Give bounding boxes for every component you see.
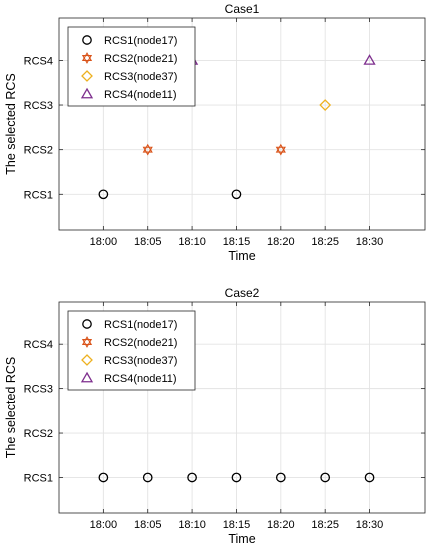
data-point	[319, 99, 332, 111]
legend-marker	[82, 35, 92, 45]
y-tick-label: RCS3	[24, 100, 53, 112]
legend-label: RCS4(node11)	[104, 89, 177, 101]
x-tick-label: 18:00	[90, 236, 118, 248]
data-point	[275, 143, 286, 156]
legend-label: RCS2(node21)	[104, 53, 177, 65]
chart-panel-1: 18:00 18:05 18:10 18:15 18:20 18:25 18:30 RCS1 R…	[4, 2, 426, 263]
data-point	[187, 472, 197, 483]
x-tick-label: 18:10	[178, 236, 206, 248]
legend-marker	[81, 52, 93, 64]
x-tick-label: 18:30	[356, 236, 384, 248]
data-point	[320, 472, 331, 483]
legend: RCS1(node17) RCS2(node21) RCS3(node37) RCS4…	[67, 310, 196, 391]
y-tick-label: RCS4	[24, 55, 53, 67]
legend-marker	[80, 87, 94, 99]
y-tick-label: RCS1	[24, 189, 53, 201]
legend-marker	[80, 371, 94, 383]
x-tick-label: 18:25	[311, 519, 339, 531]
x-tick-label: 18:00	[90, 519, 118, 531]
x-tick-label: 18:05	[134, 519, 162, 531]
data-point	[275, 472, 286, 483]
data-point	[231, 472, 242, 483]
x-tick-label: 18:25	[311, 236, 339, 248]
chart-panel-2: 18:00 18:05 18:10 18:15 18:20 18:25 18:30 RCS1 R…	[4, 286, 426, 546]
data-point	[231, 189, 242, 200]
x-tick-label: 18:05	[134, 236, 162, 248]
data-point	[363, 54, 376, 65]
y-tick-label: RCS2	[24, 145, 53, 157]
y-axis-label: The selected RCS	[4, 357, 18, 458]
legend-marker	[81, 354, 93, 366]
x-tick-label: 18:10	[178, 519, 206, 531]
y-axis-label: The selected RCS	[4, 73, 18, 174]
x-tick-label: 18:30	[356, 519, 384, 531]
x-tick-label: 18:20	[267, 236, 295, 248]
y-tick-label: RCS3	[24, 384, 53, 396]
data-point	[98, 189, 109, 200]
y-tick-label: RCS2	[24, 428, 53, 440]
axes-box	[58, 301, 426, 514]
legend-marker	[82, 319, 92, 329]
y-tick-label: RCS4	[24, 339, 53, 351]
chart-title: Case1	[225, 2, 260, 16]
chart-title: Case2	[225, 286, 260, 300]
axes-box	[58, 17, 426, 231]
y-tick-label: RCS1	[24, 472, 53, 484]
legend-marker	[81, 70, 93, 82]
legend-label: RCS4(node11)	[104, 373, 177, 385]
data-point	[142, 472, 153, 483]
x-axis-label: Time	[228, 532, 255, 546]
legend-label: RCS3(node37)	[104, 71, 177, 83]
x-axis-label: Time	[228, 249, 255, 263]
legend-label: RCS2(node21)	[104, 337, 177, 349]
legend-label: RCS1(node17)	[104, 35, 177, 47]
data-point	[98, 472, 109, 483]
legend-label: RCS3(node37)	[104, 355, 177, 367]
legend-label: RCS1(node17)	[104, 319, 177, 331]
x-tick-label: 18:15	[223, 236, 251, 248]
x-tick-label: 18:20	[267, 519, 295, 531]
x-tick-label: 18:15	[223, 519, 251, 531]
data-point	[364, 472, 375, 483]
legend-marker	[81, 336, 93, 348]
legend: RCS1(node17) RCS2(node21) RCS3(node37) RCS4…	[67, 26, 196, 107]
data-point	[142, 143, 153, 156]
